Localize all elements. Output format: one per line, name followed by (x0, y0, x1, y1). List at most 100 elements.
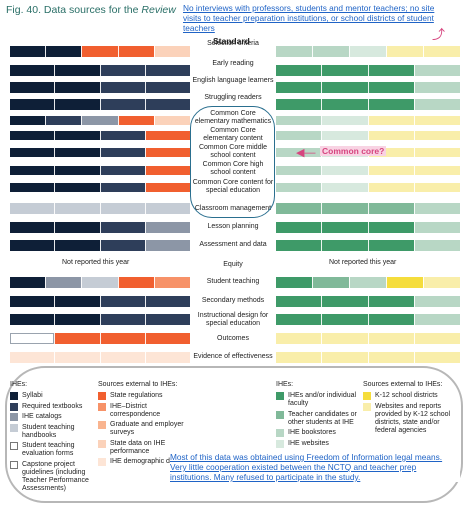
legend-item: Student teaching handbooks (10, 423, 92, 440)
bar-segment-syllabi (54, 296, 100, 307)
bar-segment-syllabi (54, 222, 100, 233)
bar-segment-required-textbooks (99, 183, 145, 192)
legend-item: IHE–District correspondence (98, 402, 188, 419)
common-core-highlight-oval (190, 106, 275, 218)
bar-segment-state-regulations (144, 148, 190, 157)
legend-label: IHE–District correspondence (110, 402, 161, 418)
bar-segment-k12-school-districts (386, 277, 423, 288)
bar-segment-state-regulations (144, 131, 190, 140)
bar-segment-state-regulations (144, 183, 190, 192)
bar-segment-state-regulations (117, 116, 154, 125)
external-source-bar (276, 46, 460, 57)
legend-label: Graduate and employer surveys (110, 421, 184, 436)
figure-title: Fig. 40. Data sources for the Review (6, 4, 176, 16)
standard-label: Instructional design for special educati… (197, 312, 269, 327)
bar-segment-ihe-bookstores (413, 222, 460, 233)
bar-segment-syllabi (54, 82, 100, 93)
bar-segment-ihe-individual-faculty (367, 222, 414, 233)
bar-segment-ihe-individual-faculty (321, 240, 368, 251)
bar-segment-ihe-catalogs (45, 277, 82, 288)
bar-segment-required-textbooks (99, 166, 145, 175)
bar-segment-websites-reports-k12 (367, 131, 414, 140)
legend-swatch (10, 402, 18, 411)
ihe-source-bar (10, 131, 190, 140)
bar-segment-student-teaching-evaluation-forms (10, 333, 55, 344)
standard-label: Outcomes (217, 335, 249, 342)
legend-item: State regulations (98, 392, 188, 400)
external-source-bar (276, 183, 460, 192)
legend-item: Student teaching evaluation forms (10, 442, 92, 458)
standard-label: Common Core content for special educatio… (192, 179, 274, 194)
legend-external-left: Sources external to IHEs: State regulati… (98, 381, 188, 469)
bottom-annotation-text: Most of this data was obtained using Fre… (170, 452, 443, 482)
legend-label: IHE demographic data (110, 458, 180, 465)
legend-label: Required textbooks (22, 402, 83, 410)
bar-segment-syllabi (10, 240, 55, 251)
legend-label: Student teaching handbooks (22, 423, 75, 439)
bar-segment-teacher-candidates (276, 203, 322, 214)
ihe-source-bar (10, 99, 190, 110)
bar-segment-websites-reports-k12 (321, 333, 368, 344)
bar-segment-state-regulations (144, 333, 190, 344)
bar-segment-websites-reports-k12 (386, 46, 423, 57)
bar-segment-websites-reports-k12 (413, 116, 460, 125)
bar-segment-ihe-individual-faculty (367, 240, 414, 251)
bar-segment-syllabi (10, 99, 55, 110)
bar-segment-syllabi (10, 82, 55, 93)
bar-segment-ihe-individual-faculty (321, 222, 368, 233)
legend-item: Required textbooks (10, 402, 92, 411)
legend-item: IHE websites (276, 439, 358, 448)
legend-ihe-right: IHEs: IHEs and/or individual faculty Teac… (276, 381, 358, 450)
bar-segment-required-textbooks (99, 222, 145, 233)
bar-segment-state-data-ihe-performance (153, 116, 190, 125)
legend-label: Syllabi (22, 392, 43, 399)
legend-items: State regulations IHE–District correspond… (98, 392, 188, 466)
legend-head: IHEs: (10, 381, 28, 388)
bar-segment-syllabi (54, 131, 100, 140)
legend-swatch (10, 423, 18, 432)
bar-segment-required-textbooks (99, 82, 145, 93)
legend-item: IHE catalogs (10, 413, 92, 421)
bar-segment-ihe-websites (321, 116, 368, 125)
standard-label: Classroom management (194, 205, 272, 212)
bar-segment-ihe-bookstores (413, 65, 460, 76)
standard-label: Lesson planning (207, 223, 259, 230)
bar-segment-websites-reports-k12 (413, 166, 460, 175)
bar-segment-required-textbooks (99, 296, 145, 307)
bar-segment-ihe-individual-faculty (367, 82, 414, 93)
external-source-bar (276, 296, 460, 307)
bar-segment-websites-reports-k12 (276, 352, 322, 363)
external-source-bar (276, 352, 460, 363)
bar-segment-required-textbooks (144, 99, 190, 110)
bar-segment-ihe-bookstores (276, 46, 312, 57)
ihe-source-bar (10, 333, 190, 344)
bar-segment-ihe-district-correspondence (153, 277, 190, 288)
ihe-source-bar (10, 46, 190, 57)
ihe-source-bar (10, 222, 190, 233)
standard-label: Struggling readers (204, 94, 262, 101)
bar-segment-state-regulations (54, 333, 100, 344)
bar-segment-websites-reports-k12 (413, 183, 460, 192)
legend-swatch (10, 460, 18, 469)
legend-swatch (98, 392, 106, 400)
bar-segment-required-textbooks (99, 65, 145, 76)
bar-segment-syllabi (54, 65, 100, 76)
bar-segment-syllabi (10, 314, 55, 325)
bar-segment-required-textbooks (45, 116, 82, 125)
legend-swatch (276, 410, 284, 419)
bar-segment-student-teaching-handbooks (99, 203, 145, 214)
standard-label: Equity (223, 261, 243, 268)
legend-swatch (10, 442, 18, 450)
top-annotation: No interviews with professors, students … (183, 3, 453, 33)
bar-segment-syllabi (10, 222, 55, 233)
legend-item: IHEs and/or individual faculty (276, 392, 358, 408)
standard-label: English language learners (192, 77, 274, 84)
legend-item: Teacher candidates or other students at … (276, 410, 358, 427)
external-source-bar (276, 240, 460, 251)
bar-segment-ihe-bookstores (413, 99, 460, 110)
bar-segment-state-data-ihe-performance (153, 46, 190, 57)
bar-segment-syllabi (10, 65, 55, 76)
legend-label: Websites and reports provided by K-12 sc… (375, 402, 451, 434)
external-source-bar (276, 314, 460, 325)
bar-segment-ihe-websites (321, 131, 368, 140)
